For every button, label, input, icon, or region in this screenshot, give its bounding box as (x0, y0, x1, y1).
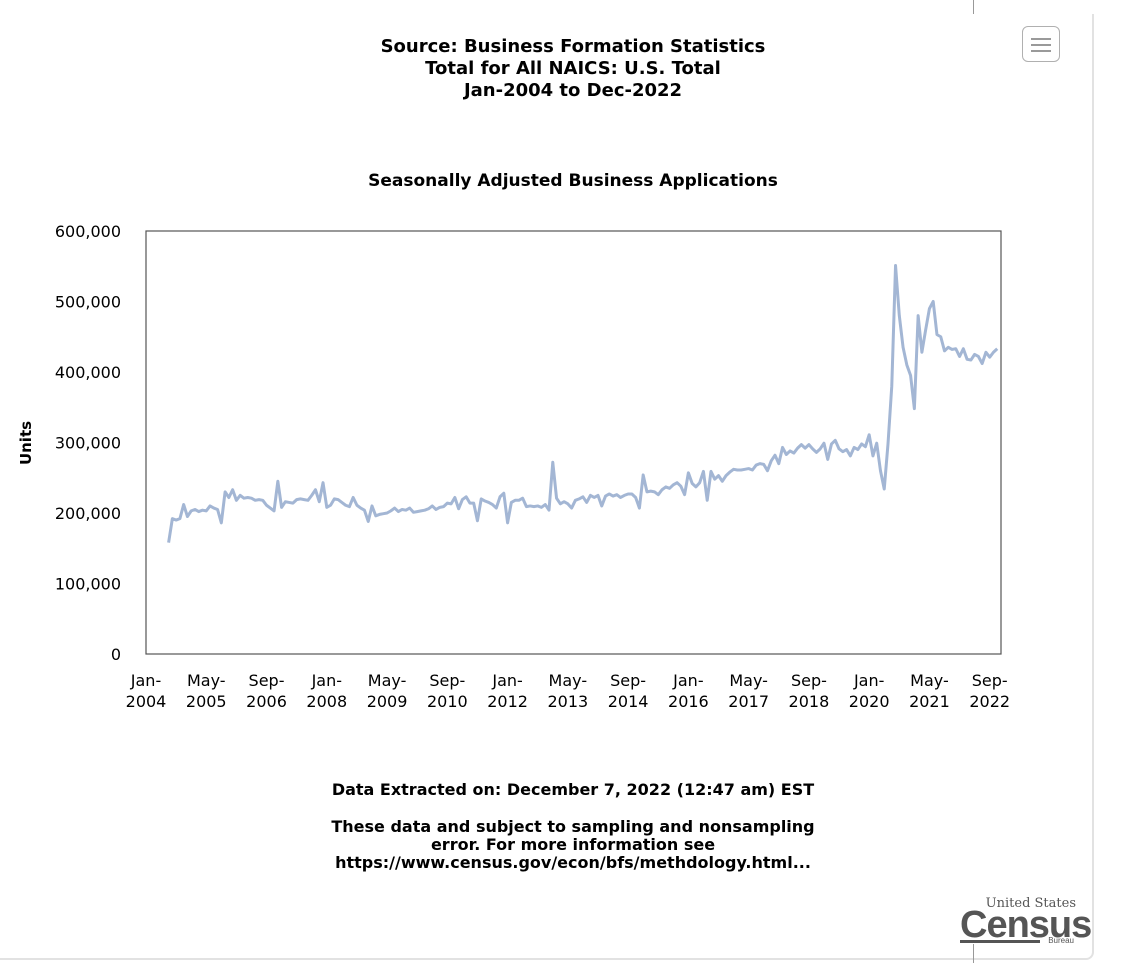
x-tick-label: Sep- (610, 671, 646, 690)
sampling-note: These data and subject to sampling and n… (0, 818, 1125, 872)
plot-area (145, 230, 1002, 655)
x-tick-label: 2010 (427, 692, 468, 711)
y-tick-label: 400,000 (55, 363, 121, 382)
y-tick-label: 100,000 (55, 575, 121, 594)
x-tick-label: May- (187, 671, 226, 690)
x-tick-label: May- (368, 671, 407, 690)
logo-top-text: United States (985, 896, 1076, 911)
x-tick-label: 2022 (969, 692, 1010, 711)
x-tick-label: 2004 (126, 692, 167, 711)
x-tick-label: 2017 (728, 692, 769, 711)
logo-bar (960, 940, 1040, 943)
chart-title: Seasonally Adjusted Business Application… (368, 171, 778, 191)
x-tick-label: Jan- (311, 671, 342, 690)
y-axis-label: Units (17, 421, 35, 465)
x-tick-label: Sep- (249, 671, 285, 690)
x-tick-label: May- (910, 671, 949, 690)
y-tick-label: 500,000 (55, 293, 121, 312)
x-tick-label: 2013 (547, 692, 588, 711)
y-axis-ticks: 0 100,000 200,000 300,000 400,000 500,000 600,… (55, 222, 121, 664)
logo-bottom-text: Bureau (1048, 936, 1074, 945)
x-tick-label: 2016 (668, 692, 709, 711)
census-bureau-logo[interactable]: United States Census Bureau (956, 896, 1092, 946)
x-tick-label: Sep- (972, 671, 1008, 690)
chart-card (0, 14, 1094, 960)
y-tick-label: 600,000 (55, 222, 121, 241)
x-tick-label: 2021 (909, 692, 950, 711)
x-tick-label: 2005 (186, 692, 227, 711)
x-tick-label: 2009 (367, 692, 408, 711)
chart-header: Source: Business Formation Statistics To… (0, 36, 1125, 102)
x-tick-label: May- (549, 671, 588, 690)
x-tick-label: Jan- (130, 671, 161, 690)
y-tick-label: 200,000 (55, 504, 121, 523)
sampling-note-line2: error. For more information see (430, 835, 716, 854)
bottom-divider-tick (973, 944, 974, 963)
header-source: Source: Business Formation Statistics (380, 36, 766, 57)
hamburger-menu-icon (1031, 38, 1051, 40)
series-line (167, 264, 999, 543)
x-tick-label: 2020 (849, 692, 890, 711)
x-axis-ticks: Jan- 2004 May- 2005 Sep- 2006 Jan- 2008 May- 2009… (126, 671, 1010, 711)
chart-menu-button[interactable] (1022, 26, 1060, 62)
x-tick-label: May- (729, 671, 768, 690)
x-tick-label: Sep- (791, 671, 827, 690)
x-tick-label: 2014 (608, 692, 649, 711)
x-tick-label: Jan- (672, 671, 703, 690)
hamburger-menu-icon-bar (1031, 44, 1051, 46)
sampling-note-line1: These data and subject to sampling and n… (331, 817, 815, 836)
data-points (169, 265, 998, 542)
sampling-note-line3[interactable]: https://www.census.gov/econ/bfs/methdolo… (335, 853, 811, 872)
y-tick-label: 0 (111, 645, 121, 664)
top-divider-tick (973, 0, 974, 14)
x-tick-label: 2006 (246, 692, 287, 711)
x-tick-label: Jan- (853, 671, 884, 690)
x-tick-label: 2012 (487, 692, 528, 711)
header-date-range: Jan-2004 to Dec-2022 (463, 80, 683, 101)
y-tick-label: 300,000 (55, 434, 121, 453)
x-tick-label: 2008 (306, 692, 347, 711)
logo-main-text: Census (960, 904, 1092, 946)
header-naics: Total for All NAICS: U.S. Total (425, 58, 721, 79)
x-tick-label: Jan- (491, 671, 522, 690)
hamburger-menu-icon-bar (1031, 50, 1051, 52)
x-tick-label: 2018 (789, 692, 830, 711)
data-extracted-text: Data Extracted on: December 7, 2022 (12:… (331, 780, 815, 799)
x-tick-label: Sep- (429, 671, 465, 690)
